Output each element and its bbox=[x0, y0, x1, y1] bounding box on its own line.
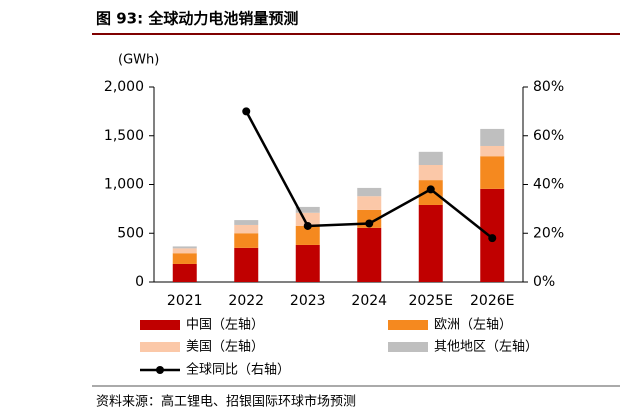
x-tick-label: 2022 bbox=[228, 293, 264, 309]
legend-swatch bbox=[388, 320, 428, 330]
y-tick-label: 1,000 bbox=[104, 177, 144, 193]
chart-title: 图 93: 全球动力电池销量预测 bbox=[96, 10, 298, 28]
legend-swatch bbox=[140, 320, 180, 330]
y2-tick-label: 20% bbox=[533, 225, 564, 241]
x-tick-label: 2026E bbox=[470, 293, 514, 309]
bar bbox=[480, 145, 505, 157]
y-tick-label: 1,500 bbox=[104, 128, 144, 144]
legend-label: 中国（左轴） bbox=[186, 318, 264, 333]
y-tick-label: 0 bbox=[135, 274, 144, 290]
bar bbox=[234, 247, 259, 282]
y2-tick-label: 40% bbox=[533, 177, 564, 193]
legend-label: 其他地区（左轴） bbox=[434, 340, 538, 355]
legend-marker bbox=[156, 366, 164, 374]
bar bbox=[234, 233, 259, 248]
x-tick-label: 2024 bbox=[351, 293, 387, 309]
legend-label: 欧洲（左轴） bbox=[434, 318, 512, 333]
line-point bbox=[242, 107, 251, 116]
line-point bbox=[365, 219, 374, 228]
y-tick-label: 500 bbox=[117, 225, 144, 241]
legend-swatch bbox=[140, 342, 180, 352]
line-point bbox=[426, 185, 435, 194]
y2-tick-label: 60% bbox=[533, 128, 564, 144]
line-point bbox=[303, 221, 312, 230]
bar bbox=[295, 244, 320, 282]
bar bbox=[295, 206, 320, 213]
x-tick-label: 2025E bbox=[409, 293, 453, 309]
bar bbox=[172, 246, 197, 249]
legend-label: 全球同比（右轴） bbox=[186, 362, 290, 378]
line-point bbox=[488, 234, 497, 243]
bar bbox=[295, 225, 320, 245]
source-note: 资料来源：高工锂电、招银国际环球市场预测 bbox=[96, 394, 356, 410]
legend-swatch bbox=[388, 342, 428, 352]
y-axis-unit: (GWh) bbox=[118, 53, 159, 68]
bar bbox=[357, 227, 382, 282]
x-tick-label: 2023 bbox=[290, 293, 326, 309]
y2-tick-label: 80% bbox=[533, 79, 564, 95]
bar bbox=[480, 156, 505, 189]
bar bbox=[357, 196, 382, 210]
y-tick-label: 2,000 bbox=[104, 79, 144, 95]
y2-tick-label: 0% bbox=[533, 274, 555, 290]
bar bbox=[172, 253, 197, 264]
legend-label: 美国（左轴） bbox=[186, 340, 264, 355]
bar bbox=[418, 151, 443, 165]
bar bbox=[480, 128, 505, 146]
bar bbox=[234, 220, 259, 225]
x-tick-label: 2021 bbox=[167, 293, 203, 309]
bar bbox=[357, 187, 382, 197]
bar bbox=[172, 248, 197, 254]
bar bbox=[418, 165, 443, 181]
bar bbox=[172, 263, 197, 282]
bar bbox=[418, 204, 443, 282]
bar bbox=[234, 224, 259, 234]
